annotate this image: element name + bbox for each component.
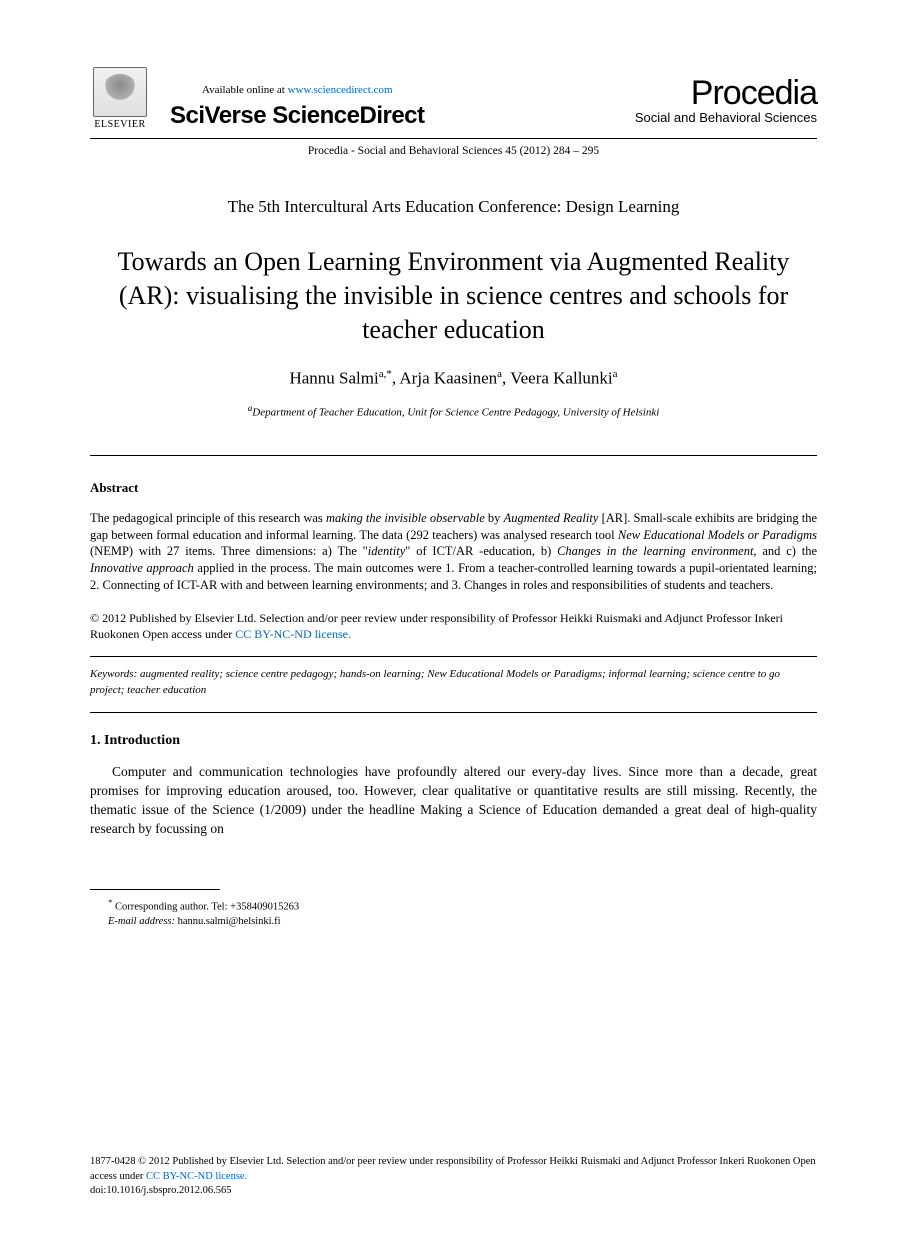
footnote-line-2: E-mail address: hannu.salmi@helsinki.fi <box>108 915 817 930</box>
available-prefix: Available online at <box>202 84 288 96</box>
rule-above-abstract <box>90 455 817 456</box>
author-3-affil: a <box>613 368 618 380</box>
footer-doi: doi:10.1016/j.sbspro.2012.06.565 <box>90 1184 817 1198</box>
footnote-email: hannu.salmi@helsinki.fi <box>175 916 281 927</box>
abstract-em: Augmented Reality <box>504 511 599 525</box>
abstract-em: Innovative approach <box>90 561 194 575</box>
abstract-em: making the invisible observable <box>326 511 485 525</box>
copyright-block: © 2012 Published by Elsevier Ltd. Select… <box>90 610 817 642</box>
elsevier-logo: ELSEVIER <box>90 60 150 130</box>
page-container: ELSEVIER Available online at www.science… <box>0 0 907 980</box>
abstract-frag: applied in the process. The main outcome… <box>90 561 817 592</box>
affiliation-text: Department of Teacher Education, Unit fo… <box>252 407 659 419</box>
procedia-subtitle: Social and Behavioral Sciences <box>635 110 817 126</box>
corresponding-author-footnote: * Corresponding author. Tel: +3584090152… <box>108 896 817 930</box>
sciverse-sciencedirect-logo: SciVerse ScienceDirect <box>170 102 425 130</box>
abstract-frag: by <box>485 511 504 525</box>
abstract-text: The pedagogical principle of this resear… <box>90 510 817 594</box>
copyright-text: © 2012 Published by Elsevier Ltd. Select… <box>90 611 783 641</box>
abstract-frag: (NEMP) with 27 items. Three dimensions: … <box>90 544 368 558</box>
sciverse-word: SciVerse <box>170 102 272 129</box>
author-3: Veera Kallunki <box>510 369 612 388</box>
elsevier-label: ELSEVIER <box>94 119 145 130</box>
abstract-frag: The pedagogical principle of this resear… <box>90 511 326 525</box>
section-1-heading: 1. Introduction <box>90 733 817 749</box>
license-link[interactable]: CC BY-NC-ND license. <box>235 627 351 641</box>
masthead: ELSEVIER Available online at www.science… <box>90 60 817 139</box>
footnote-email-label: E-mail address: <box>108 916 175 927</box>
author-1-affil: a,* <box>379 368 392 380</box>
affiliation: aDepartment of Teacher Education, Unit f… <box>90 403 817 419</box>
footnote-line-1: * Corresponding author. Tel: +3584090152… <box>108 896 817 915</box>
intro-paragraph: Computer and communication technologies … <box>90 763 817 839</box>
available-online-line: Available online at www.sciencedirect.co… <box>202 84 393 96</box>
author-2: Arja Kaasinen <box>399 369 497 388</box>
abstract-em: Changes in the learning environment, <box>557 544 756 558</box>
abstract-frag: and c) the <box>757 544 817 558</box>
masthead-left: ELSEVIER Available online at www.science… <box>90 60 425 130</box>
page-footer: 1877-0428 © 2012 Published by Elsevier L… <box>90 1155 817 1198</box>
article-title: Towards an Open Learning Environment via… <box>90 245 817 346</box>
author-2-affil: a <box>497 368 502 380</box>
rule-below-keywords <box>90 712 817 713</box>
footer-license-link[interactable]: CC BY-NC-ND license. <box>146 1171 247 1182</box>
masthead-center: Available online at www.sciencedirect.co… <box>170 84 425 130</box>
conference-name: The 5th Intercultural Arts Education Con… <box>90 197 817 217</box>
sciencedirect-word: ScienceDirect <box>272 102 424 129</box>
procedia-word: Procedia <box>635 76 817 110</box>
keywords-text: : augmented reality; science centre peda… <box>90 668 780 695</box>
sciencedirect-link[interactable]: www.sciencedirect.com <box>288 84 393 96</box>
author-list: Hannu Salmia,*, Arja Kaasinena, Veera Ka… <box>90 368 817 389</box>
keywords-block: Keywords: augmented reality; science cen… <box>90 667 817 698</box>
footnote-corresponding: Corresponding author. Tel: +358409015263 <box>112 901 299 912</box>
abstract-heading: Abstract <box>90 480 817 496</box>
elsevier-tree-icon <box>93 67 147 117</box>
keywords-label: Keywords <box>90 668 134 680</box>
abstract-em: New Educational Models or Paradigms <box>618 528 817 542</box>
citation-line: Procedia - Social and Behavioral Science… <box>90 145 817 157</box>
abstract-frag: " of ICT/AR -education, b) <box>405 544 557 558</box>
footnote-separator <box>90 889 220 890</box>
footer-copyright-line: 1877-0428 © 2012 Published by Elsevier L… <box>90 1155 817 1183</box>
abstract-em: identity <box>368 544 406 558</box>
author-1: Hannu Salmi <box>289 369 378 388</box>
procedia-logo: Procedia Social and Behavioral Sciences <box>635 76 817 130</box>
rule-above-keywords <box>90 656 817 657</box>
